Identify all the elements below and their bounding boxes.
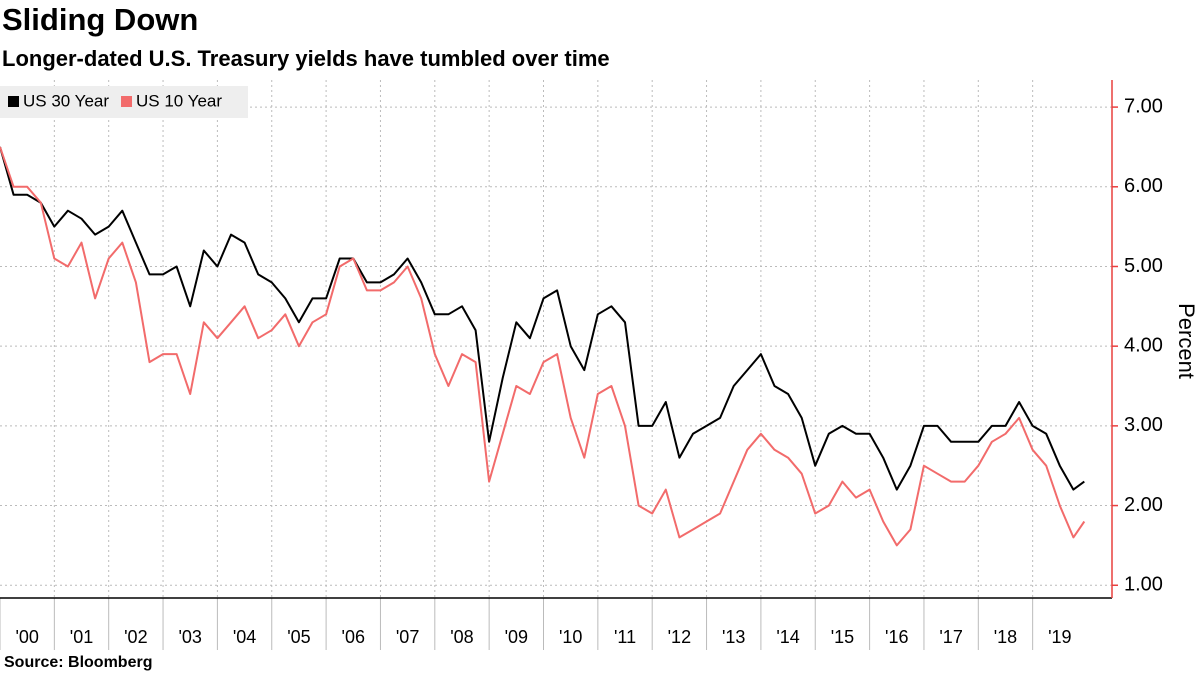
y-tick-label: 3.00: [1124, 414, 1163, 436]
y-axis-label: Percent: [1174, 303, 1199, 379]
x-tick-label: '18: [994, 627, 1017, 647]
series-line: [0, 146, 1085, 491]
x-tick-label: '15: [831, 627, 854, 647]
x-tick-label: '00: [15, 627, 38, 647]
x-tick-label: '12: [668, 627, 691, 647]
y-tick-label: 2.00: [1124, 494, 1163, 516]
x-tick-label: '04: [233, 627, 256, 647]
x-tick-label: '08: [450, 627, 473, 647]
x-tick-label: '07: [396, 627, 419, 647]
x-tick-label: '01: [70, 627, 93, 647]
series-line: [0, 146, 1086, 547]
x-tick-label: '06: [342, 627, 365, 647]
y-tick-label: 7.00: [1124, 95, 1163, 117]
y-tick-label: 5.00: [1124, 255, 1163, 277]
source: Source: Bloomberg: [4, 654, 152, 671]
legend-swatch: [8, 96, 19, 107]
y-tick-label: 6.00: [1124, 175, 1163, 197]
chart-title: Sliding Down: [2, 2, 198, 37]
chart-subtitle: Longer-dated U.S. Treasury yields have t…: [2, 46, 610, 71]
x-tick-label: '03: [178, 627, 201, 647]
x-tick-label: '05: [287, 627, 310, 647]
x-tick-label: '02: [124, 627, 147, 647]
x-tick-label: '13: [722, 627, 745, 647]
x-tick-label: '14: [776, 627, 799, 647]
x-tick-label: '16: [885, 627, 908, 647]
x-tick-label: '10: [559, 627, 582, 647]
x-tick-label: '19: [1048, 627, 1071, 647]
legend-swatch: [121, 96, 133, 107]
legend-label: US 10 Year: [136, 91, 222, 110]
y-tick-label: 1.00: [1124, 574, 1163, 596]
x-tick-label: '09: [505, 627, 528, 647]
x-tick-label: '17: [939, 627, 962, 647]
legend-label: US 30 Year: [23, 91, 109, 110]
y-tick-label: 4.00: [1124, 334, 1163, 356]
x-tick-label: '11: [614, 627, 636, 647]
